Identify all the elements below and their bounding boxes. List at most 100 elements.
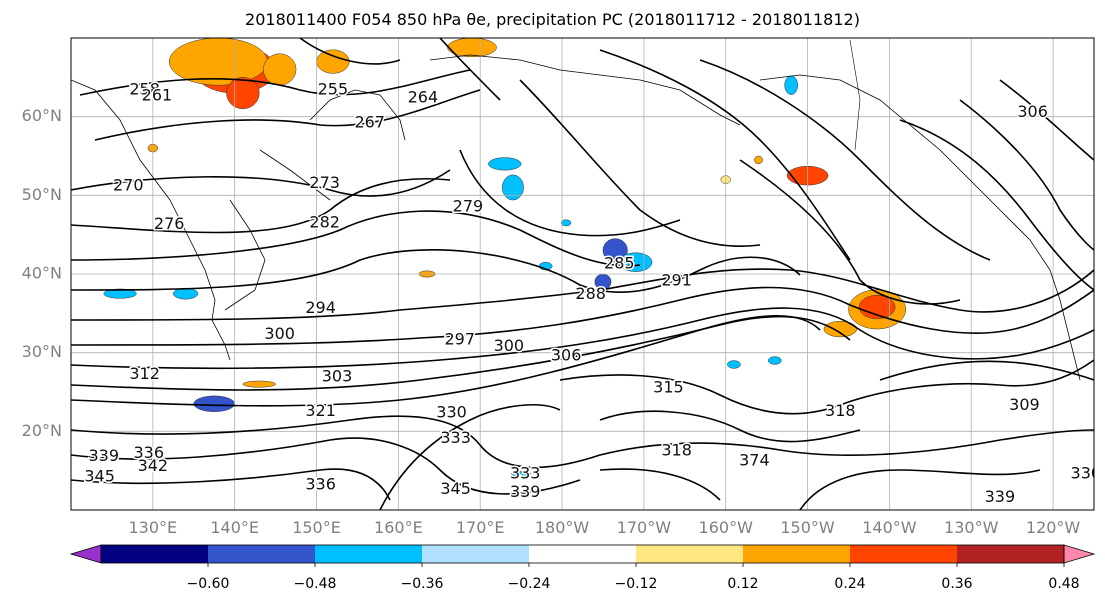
contour-label: 309 bbox=[1009, 395, 1040, 414]
colorbar-segment bbox=[636, 545, 743, 563]
lon-tick-label: 140°W bbox=[862, 518, 917, 537]
colorbar-tick-label: 0.24 bbox=[834, 576, 865, 592]
precip-blob bbox=[511, 471, 532, 477]
precip-blob bbox=[263, 53, 297, 86]
colorbar-segment bbox=[850, 545, 957, 563]
contour-label: 261 bbox=[142, 86, 173, 105]
precip-blob bbox=[173, 287, 199, 300]
contour-label: 318 bbox=[661, 441, 692, 460]
colorbar-segment bbox=[422, 545, 529, 563]
contour-label: 330 bbox=[436, 403, 467, 422]
map-title: 2018011400 F054 850 hPa θe, precipitatio… bbox=[245, 10, 860, 29]
contour-label: 318 bbox=[825, 401, 856, 420]
lat-tick-label: 40°N bbox=[22, 264, 62, 283]
lon-tick-label: 160°W bbox=[699, 518, 754, 537]
theta-e-contours bbox=[71, 38, 1094, 510]
contour-label: 270 bbox=[113, 175, 144, 194]
lat-tick-label: 20°N bbox=[22, 421, 62, 440]
precip-blob bbox=[447, 38, 497, 58]
contour-label: 312 bbox=[129, 364, 160, 383]
contour-label: 342 bbox=[138, 456, 169, 475]
precip-blob bbox=[488, 157, 522, 171]
contour-label: 273 bbox=[309, 173, 340, 192]
contour-label: 321 bbox=[305, 401, 336, 420]
contour-label: 279 bbox=[453, 197, 484, 216]
lat-tick-label: 60°N bbox=[22, 106, 62, 125]
contour-label: 297 bbox=[444, 330, 475, 349]
precip-blob bbox=[103, 288, 137, 299]
contour-label: 291 bbox=[661, 271, 692, 290]
contour-label: 339 bbox=[510, 482, 541, 501]
colorbar-tick-label: −0.60 bbox=[187, 576, 230, 592]
contour-label: 276 bbox=[154, 214, 185, 233]
precip-blob bbox=[226, 77, 260, 110]
precip-blob bbox=[754, 155, 763, 165]
latitude-tick-labels: 20°N 30°N 40°N 50°N 60°N bbox=[22, 106, 62, 440]
precip-blob bbox=[823, 320, 857, 338]
contour-label: 267 bbox=[354, 112, 385, 131]
contour-label: 288 bbox=[575, 284, 606, 303]
colorbar-tick-label: 0.48 bbox=[1048, 576, 1079, 592]
contour-label: 285 bbox=[604, 253, 635, 272]
contour-label: 333 bbox=[510, 463, 541, 482]
lon-tick-label: 140°E bbox=[210, 518, 259, 537]
precip-blob bbox=[768, 356, 782, 365]
precip-blob bbox=[193, 395, 235, 412]
contour-label: 345 bbox=[84, 466, 115, 485]
longitude-tick-labels: 130°E 140°E 150°E 160°E 170°E 180°W 170°W 160°W… bbox=[129, 518, 1081, 537]
precip-blob bbox=[560, 219, 572, 227]
precip-blob bbox=[727, 360, 741, 369]
contour-label: 336 bbox=[133, 443, 164, 462]
contour-label: 330 bbox=[1071, 463, 1102, 482]
contour-label: 300 bbox=[264, 324, 295, 343]
lon-tick-label: 180°W bbox=[535, 518, 590, 537]
colorbar-segment bbox=[529, 545, 636, 563]
contour-label: 333 bbox=[440, 428, 471, 447]
colorbar-tick-label: −0.48 bbox=[294, 576, 337, 592]
contour-label: 339 bbox=[88, 446, 119, 465]
lon-tick-label: 170°E bbox=[456, 518, 505, 537]
colorbar-tick-label: −0.36 bbox=[401, 576, 444, 592]
contour-label: 336 bbox=[305, 474, 336, 493]
colorbar-segment bbox=[208, 545, 315, 563]
contour-label: 264 bbox=[408, 87, 439, 106]
precip-blob bbox=[784, 75, 798, 95]
colorbar-segment bbox=[743, 545, 850, 563]
lon-tick-label: 150°W bbox=[780, 518, 835, 537]
contour-label: 255 bbox=[318, 79, 349, 98]
contour-label: 306 bbox=[1017, 102, 1048, 121]
lon-tick-label: 130°E bbox=[129, 518, 178, 537]
colorbar-tick-label: 0.12 bbox=[727, 576, 758, 592]
colorbar-segment bbox=[101, 545, 208, 563]
contour-label: 339 bbox=[985, 487, 1016, 506]
colorbar-segment bbox=[957, 545, 1064, 563]
colorbar-frame bbox=[100, 544, 1065, 564]
lat-tick-label: 30°N bbox=[22, 342, 62, 361]
contour-label: 303 bbox=[322, 367, 353, 386]
contour-label: 294 bbox=[305, 298, 336, 317]
lon-tick-label: 170°W bbox=[617, 518, 672, 537]
contour-label: 300 bbox=[494, 336, 525, 355]
colorbar-extend-low bbox=[69, 544, 102, 564]
contour-label: 258 bbox=[129, 79, 160, 98]
lon-tick-label: 120°W bbox=[1026, 518, 1081, 537]
precip-blob bbox=[858, 294, 896, 320]
colorbar-tick-label: −0.24 bbox=[508, 576, 551, 592]
precip-blob bbox=[242, 380, 276, 388]
lon-tick-label: 160°E bbox=[374, 518, 423, 537]
colorbar-tick-label: 0.36 bbox=[941, 576, 972, 592]
contour-label: 315 bbox=[653, 378, 684, 397]
contour-label: 306 bbox=[551, 345, 582, 364]
colorbar-segment bbox=[315, 545, 422, 563]
precip-blob bbox=[316, 49, 350, 74]
colorbar: −0.60 −0.48 −0.36 −0.24 −0.12 0.12 0.24 0.36 0.4… bbox=[69, 544, 1096, 592]
lon-tick-label: 130°W bbox=[944, 518, 999, 537]
colorbar-tick-label: −0.12 bbox=[615, 576, 658, 592]
precipitation-shading bbox=[103, 38, 907, 477]
precip-blob bbox=[602, 238, 628, 263]
precip-blob bbox=[502, 174, 524, 201]
coastlines bbox=[71, 39, 1081, 381]
lon-tick-label: 150°E bbox=[292, 518, 341, 537]
